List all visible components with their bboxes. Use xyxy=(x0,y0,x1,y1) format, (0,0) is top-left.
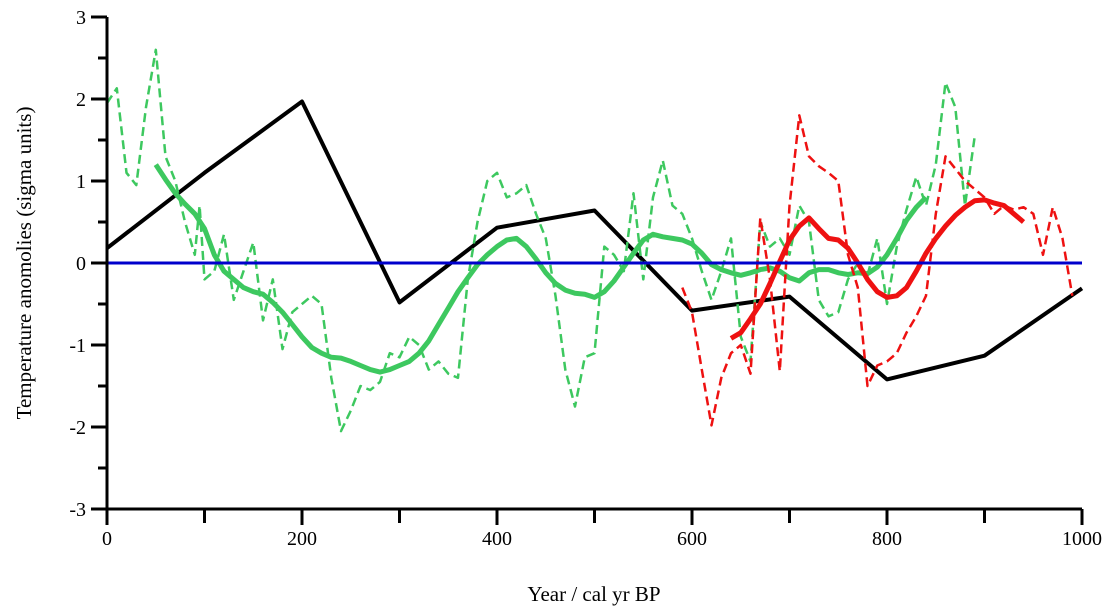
x-tick-label: 0 xyxy=(102,528,112,550)
x-axis-title: Year / cal yr BP xyxy=(527,582,660,606)
x-tick-label: 400 xyxy=(482,528,512,550)
x-tick-label: 800 xyxy=(872,528,902,550)
y-tick-label: 3 xyxy=(76,7,86,29)
x-tick-label: 1000 xyxy=(1062,528,1102,550)
y-tick-label: -1 xyxy=(69,335,86,357)
series-0-black-solid xyxy=(105,99,1084,382)
series-1-green-dashed xyxy=(105,48,977,433)
x-tick-label: 200 xyxy=(287,528,317,550)
y-tick-label: 0 xyxy=(76,253,86,275)
series-layer xyxy=(105,48,1084,433)
y-axis-title: Temperature anomolies (sigma units) xyxy=(12,107,36,420)
ticks-layer: 0 200 400 600 800 1000 -3 -2 -1 0 1 2 3 xyxy=(69,7,1102,550)
series-4-red-solid xyxy=(729,197,1026,341)
x-tick-label: 600 xyxy=(677,528,707,550)
series-2-green-solid xyxy=(153,163,928,375)
y-tick-label: -3 xyxy=(69,499,86,521)
y-tick-label: -2 xyxy=(69,417,86,439)
y-tick-label: 2 xyxy=(76,89,86,111)
y-tick-label: 1 xyxy=(76,171,86,193)
series-3-red-dashed xyxy=(681,114,1074,427)
